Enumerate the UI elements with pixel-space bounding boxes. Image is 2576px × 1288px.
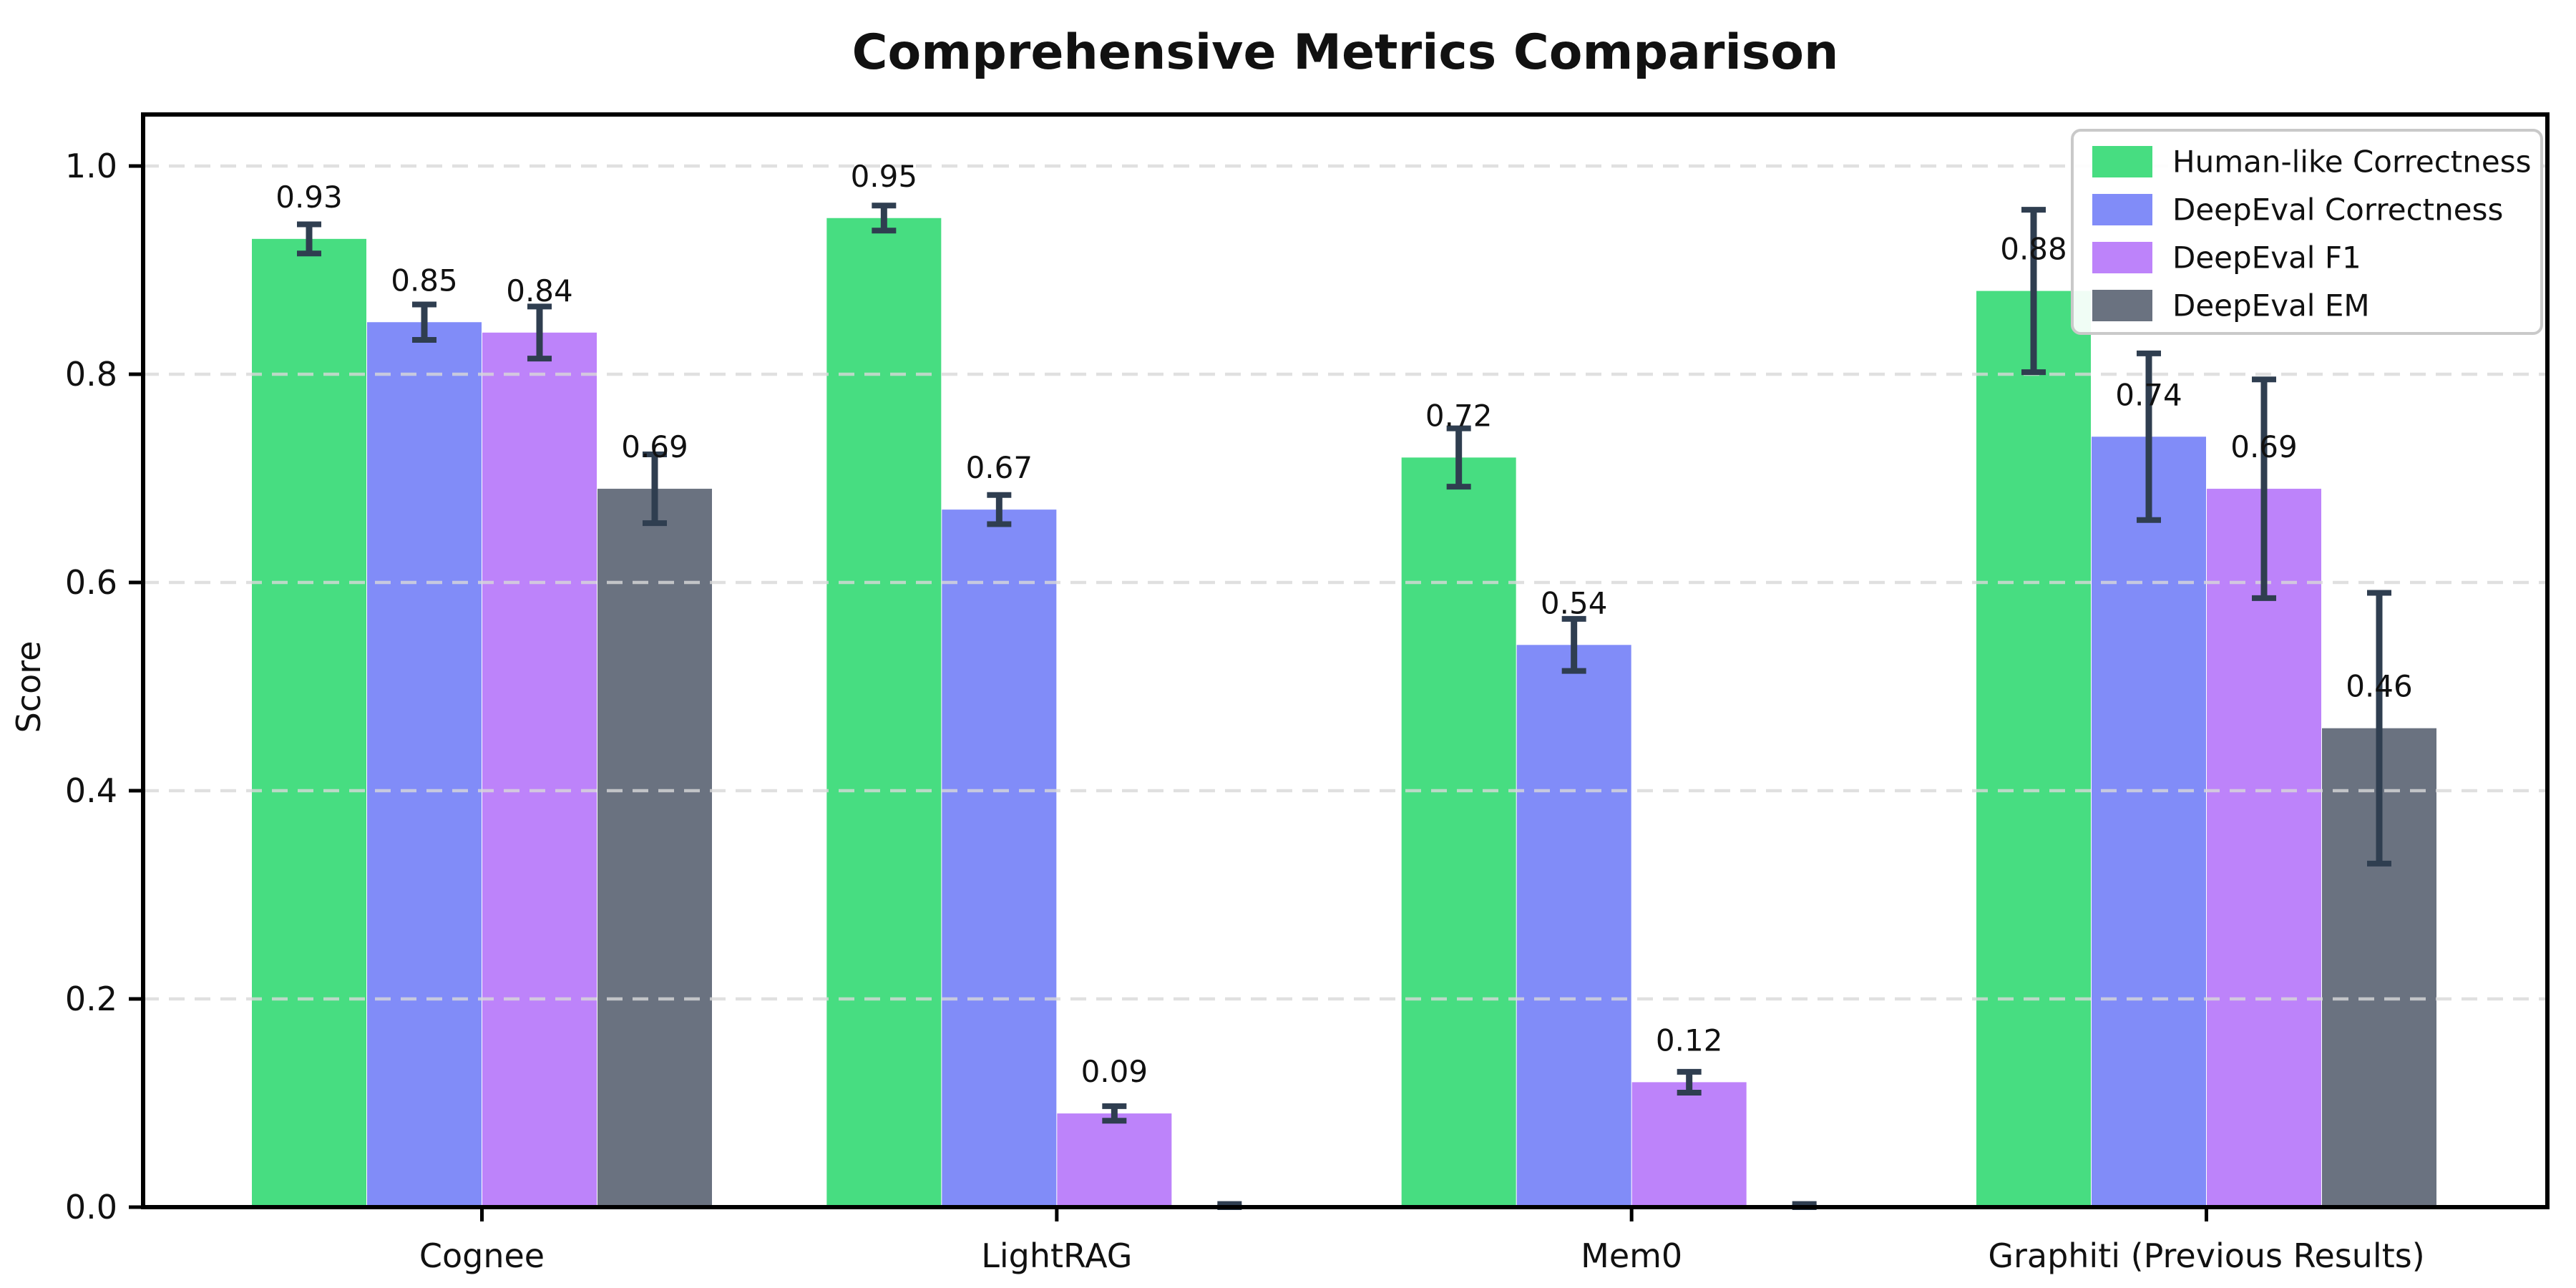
bar [826, 218, 942, 1207]
legend: Human-like Correctness DeepEval Correctne… [2071, 129, 2543, 335]
error-bar [297, 221, 321, 257]
bar-value-label: 0.85 [391, 263, 458, 298]
gridlines-layer [143, 164, 2547, 1001]
bar [1401, 457, 1516, 1207]
y-tick-label: 1.0 [65, 147, 117, 185]
bar-value-label: 0.46 [2346, 669, 2413, 704]
bar [1516, 645, 1631, 1207]
y-tick-label: 0.8 [65, 355, 117, 394]
error-bar [872, 203, 897, 234]
bar-value-label: 0.88 [2000, 232, 2067, 267]
x-tick-label: Cognee [419, 1236, 545, 1275]
y-tick-label: 0.6 [65, 563, 117, 602]
error-bar [2021, 207, 2046, 376]
bars-layer [252, 218, 2437, 1208]
bar-value-label: 0.09 [1081, 1054, 1148, 1089]
error-bar [1446, 425, 1471, 490]
error-bar [2252, 376, 2277, 601]
y-axis-label: Score [9, 641, 48, 733]
legend-label: Human-like Correctness [2172, 145, 2532, 180]
legend-label: DeepEval F1 [2172, 240, 2361, 275]
bar-value-label: 0.84 [506, 273, 573, 308]
legend-box [2071, 129, 2543, 335]
bar [1976, 291, 2092, 1208]
legend-swatch [2092, 146, 2152, 177]
plot-border [141, 112, 2550, 1209]
y-tick-label: 0.0 [65, 1188, 117, 1226]
error-bar [412, 301, 436, 343]
x-tick-label: Graphiti (Previous Results) [1988, 1236, 2424, 1275]
x-tick-label: Mem0 [1581, 1236, 1682, 1275]
legend-label: DeepEval EM [2172, 288, 2370, 323]
legend-swatch [2092, 242, 2152, 273]
bar-value-label: 0.72 [1425, 398, 1493, 433]
legend-swatch [2092, 290, 2152, 321]
error-bars-layer [297, 203, 2392, 1210]
bar-value-label: 0.12 [1656, 1023, 1723, 1058]
legend-label: DeepEval Correctness [2172, 192, 2503, 228]
bar-value-label: 0.93 [275, 180, 343, 215]
error-bar [2137, 350, 2162, 523]
bar [942, 509, 1057, 1207]
bar-value-label: 0.67 [966, 450, 1033, 485]
legend-swatch [2092, 194, 2152, 225]
axis-ticks-layer: 0.0 0.2 0.4 0.6 0.8 1.0 Cognee LightRAG Mem0 Grap… [65, 147, 2425, 1275]
bar-value-label: 0.95 [851, 159, 918, 194]
bar-value-label: 0.74 [2115, 377, 2182, 412]
error-bar [643, 452, 667, 527]
bar [597, 489, 712, 1207]
chart-title: Comprehensive Metrics Comparison [852, 24, 1839, 81]
bar [2092, 436, 2207, 1207]
bar [367, 322, 482, 1207]
bar [482, 332, 597, 1207]
bar [2207, 489, 2322, 1207]
bar [1631, 1082, 1747, 1207]
error-bar [987, 492, 1012, 527]
error-bar [1102, 1103, 1127, 1124]
bar-value-label: 0.54 [1541, 585, 1608, 620]
bar-value-label: 0.69 [2230, 429, 2298, 464]
bar-value-labels-layer: 0.93 0.95 0.72 0.88 0.85 0.67 0.54 0.74 0.84 0.09… [275, 159, 2413, 1089]
bar-value-label: 0.69 [621, 429, 688, 464]
y-tick-label: 0.2 [65, 980, 117, 1018]
error-bar [1677, 1068, 1702, 1096]
bar [252, 238, 366, 1208]
error-bar [527, 303, 552, 362]
plot-frame-layer [141, 112, 2550, 1209]
error-bar [2367, 590, 2392, 867]
y-tick-label: 0.4 [65, 771, 117, 810]
x-tick-label: LightRAG [981, 1236, 1132, 1275]
error-bar [1561, 615, 1586, 674]
bar [1057, 1113, 1172, 1207]
